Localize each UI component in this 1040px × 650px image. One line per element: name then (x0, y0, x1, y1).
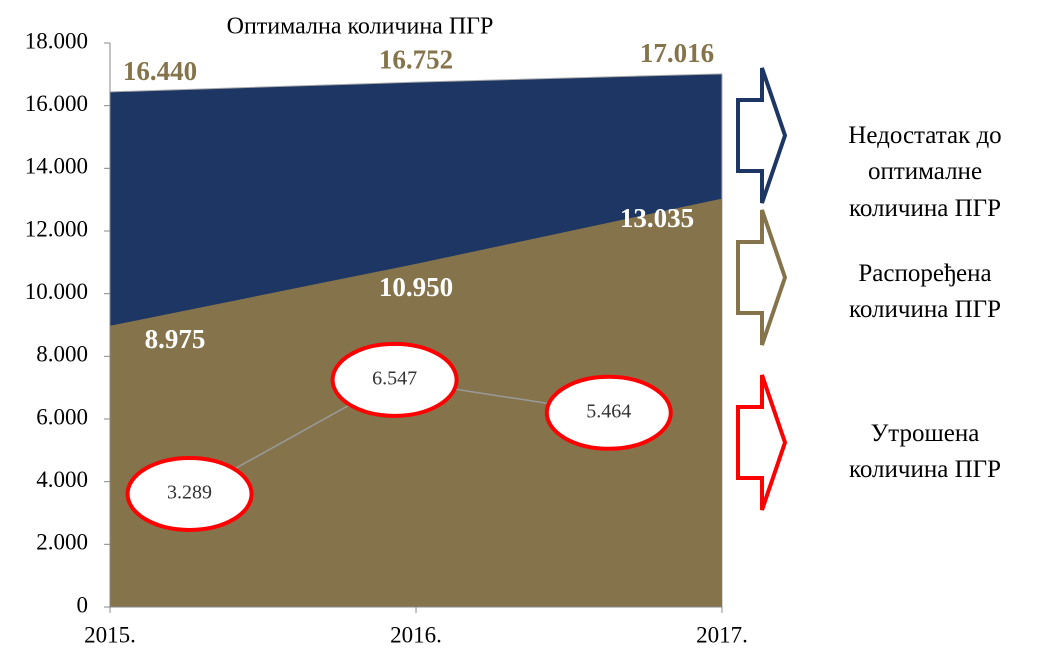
data-label: 17.016 (640, 38, 714, 68)
legend-entry: Распоређена количина ПГР (849, 260, 1001, 324)
y-tick-label: 2.000 (36, 530, 88, 555)
legend-arrow (736, 209, 788, 346)
y-tick-label: 14.000 (25, 154, 88, 179)
y-tick-label: 0 (77, 592, 89, 617)
data-label: 13.035 (620, 203, 694, 233)
data-label: 10.950 (379, 272, 453, 302)
legend-arrow (736, 67, 788, 204)
y-tick-label: 12.000 (25, 216, 88, 241)
data-label: 16.440 (123, 56, 197, 86)
data-label: 6.547 (372, 367, 417, 389)
legend-entry: Утрошена количина ПГР (849, 420, 1001, 484)
x-tick-label: 2017. (696, 622, 748, 647)
y-tick-label: 6.000 (36, 404, 88, 429)
legend-arrow (736, 374, 788, 511)
point (544, 374, 673, 451)
y-tick-label: 8.000 (36, 342, 88, 367)
data-label: 8.975 (145, 324, 206, 354)
data-label: 5.464 (586, 400, 631, 422)
data-label: 16.752 (379, 44, 453, 74)
point (125, 455, 254, 532)
y-tick-label: 4.000 (36, 467, 88, 492)
x-tick-label: 2015. (84, 622, 136, 647)
y-tick-label: 18.000 (25, 28, 88, 53)
data-label: 3.289 (167, 482, 212, 504)
legend-entry: Недостатак до оптималне количина ПГР (848, 122, 1002, 222)
y-tick-label: 16.000 (25, 91, 88, 116)
x-tick-label: 2016. (390, 622, 442, 647)
point (330, 341, 459, 418)
chart-title: Оптимална количина ПГР (227, 14, 494, 40)
y-tick-label: 10.000 (25, 279, 88, 304)
